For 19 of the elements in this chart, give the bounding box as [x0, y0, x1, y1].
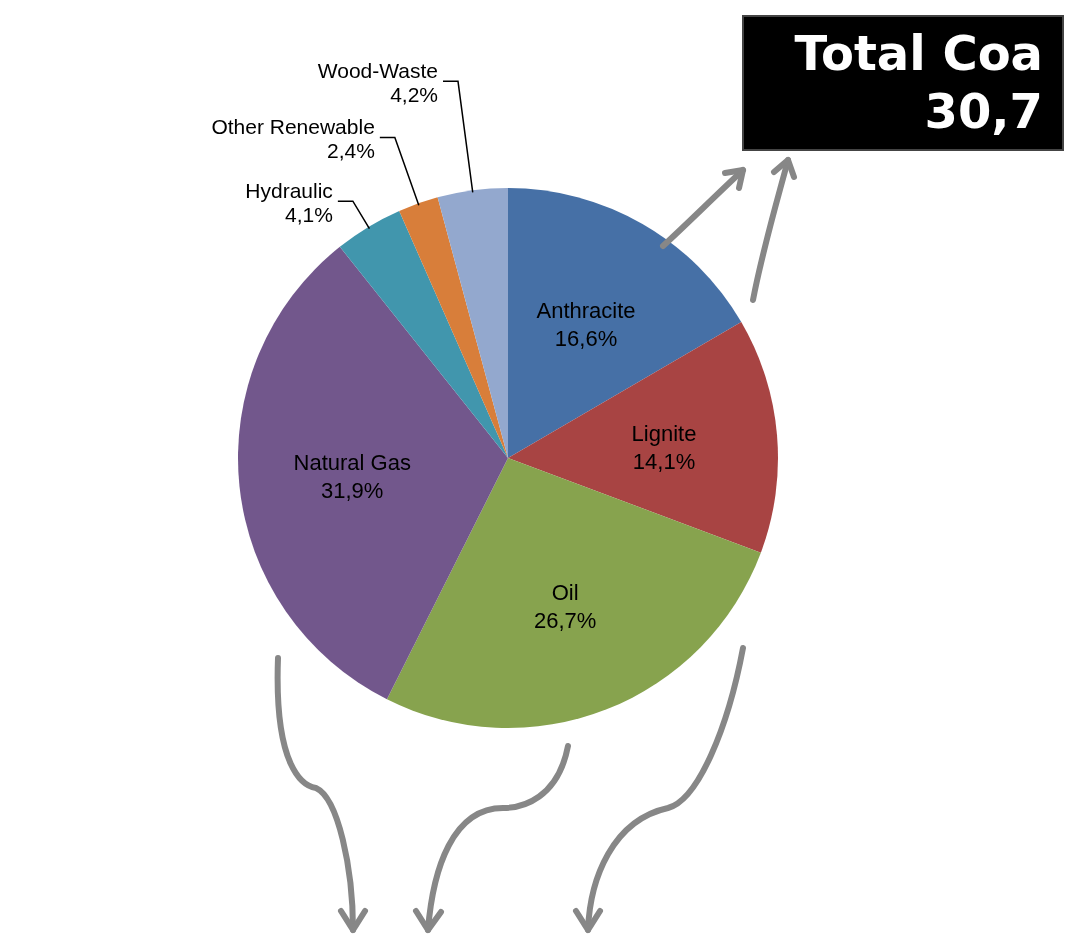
- slice-label: Oil: [551, 579, 579, 605]
- slice-label: Anthracite: [536, 298, 636, 324]
- data-label: 31,9%: [321, 478, 384, 504]
- data-label: 16,6%: [554, 326, 618, 352]
- data-label: 14,1%: [632, 448, 696, 474]
- data-label: 4,2%: [390, 83, 439, 107]
- pie-slice: [508, 322, 778, 553]
- slice-label: Lignite: [631, 420, 697, 446]
- data-label: 26,7%: [534, 607, 597, 633]
- data-label: 2,4%: [326, 139, 375, 163]
- slice-label: Wood-Waste: [317, 59, 439, 83]
- slice-label: Other Renewable: [211, 115, 375, 139]
- pie-slice: [238, 246, 508, 700]
- data-label: 4,1%: [284, 203, 333, 227]
- text: Total Coa: [794, 25, 1043, 81]
- text: 30,7: [924, 83, 1043, 139]
- slice-label: Natural Gas: [293, 450, 411, 476]
- slice-label: Hydraulic: [245, 179, 333, 203]
- pie-slice: [437, 188, 508, 458]
